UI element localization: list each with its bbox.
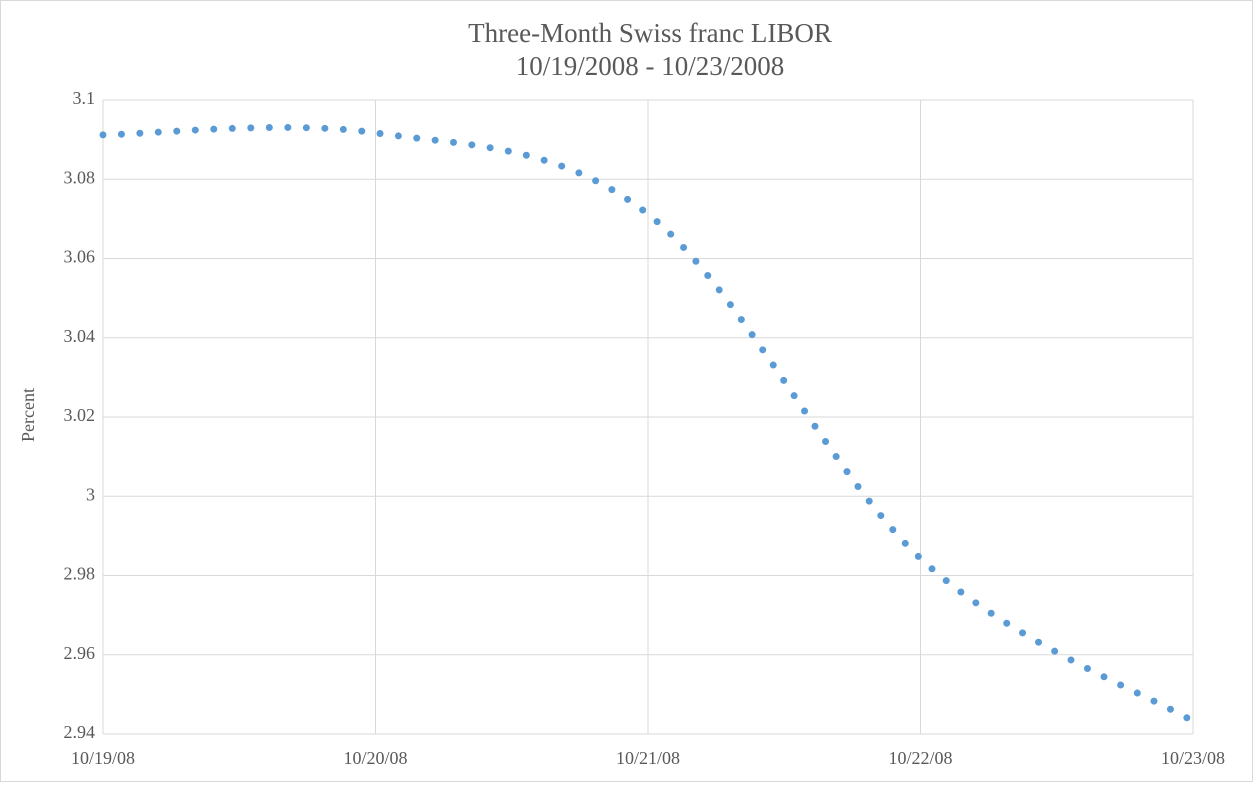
y-tick-label: 3.04 bbox=[64, 326, 96, 346]
x-tick-label: 10/22/08 bbox=[888, 748, 952, 768]
y-tick-label: 3.06 bbox=[64, 247, 96, 267]
y-tick-label: 3.02 bbox=[64, 405, 96, 425]
x-tick-label: 10/19/08 bbox=[71, 748, 135, 768]
x-tick-label: 10/23/08 bbox=[1161, 748, 1225, 768]
y-tick-label: 3.08 bbox=[64, 167, 96, 187]
y-tick-label: 3 bbox=[86, 484, 95, 504]
y-axis-label: Percent bbox=[18, 388, 38, 442]
y-tick-label: 3.1 bbox=[73, 88, 96, 108]
x-tick-label: 10/21/08 bbox=[616, 748, 680, 768]
y-tick-label: 2.98 bbox=[64, 564, 96, 584]
x-tick-label: 10/20/08 bbox=[343, 748, 407, 768]
y-tick-label: 2.96 bbox=[64, 643, 96, 663]
chart-title: Three-Month Swiss franc LIBOR bbox=[468, 18, 832, 48]
data-line bbox=[99, 123, 1197, 725]
y-tick-label: 2.94 bbox=[64, 722, 96, 742]
chart-subtitle: 10/19/2008 - 10/23/2008 bbox=[516, 51, 785, 81]
